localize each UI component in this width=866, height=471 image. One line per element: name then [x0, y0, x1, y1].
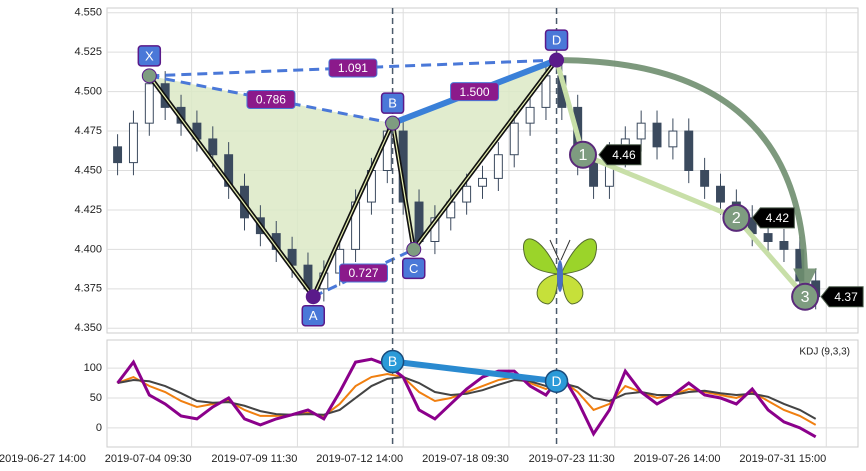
target-point: [722, 203, 751, 232]
ratio-line: [149, 74, 393, 125]
kdj-marker: [380, 349, 405, 374]
candle-body: [144, 83, 154, 124]
point-box: [544, 29, 569, 51]
kdj-line: [116, 357, 817, 439]
target-point: [791, 282, 820, 311]
candle-body: [525, 106, 535, 124]
pattern-point: [385, 115, 401, 131]
target-label: 3: [801, 289, 810, 306]
target-value: 4.46: [612, 148, 636, 162]
candle-body: [716, 185, 725, 203]
x-tick-label: 2019-07-09 11:30: [211, 453, 297, 465]
kdj-marker-line: [392, 358, 557, 385]
pattern-point: [406, 241, 422, 257]
candle-body: [684, 130, 694, 172]
target-value-box: [820, 286, 864, 308]
point-box: [301, 304, 326, 327]
candle-body: [652, 122, 662, 148]
butterfly-icon: [522, 238, 598, 305]
pattern-point: [305, 289, 321, 305]
ratio-box: [328, 58, 378, 78]
x-tick-label: 2019-07-26 14:00: [634, 453, 721, 465]
ratio-box: [339, 263, 389, 283]
candle-body: [763, 233, 773, 242]
pattern-point: [549, 52, 565, 68]
kdj-marker-label: D: [551, 373, 561, 389]
y-tick-label: 4.550: [74, 7, 102, 19]
y-tick-label: 4.525: [74, 46, 102, 58]
pattern-leg-inner: [148, 75, 314, 298]
y-tick-label: 0: [96, 422, 102, 434]
y-tick-label: 4.425: [74, 204, 102, 216]
point-label: X: [145, 48, 154, 63]
pattern-leg-inner: [391, 123, 415, 250]
y-tick-label: 4.450: [74, 164, 102, 176]
x-tick-label: 2019-07-18 09:30: [422, 453, 509, 465]
y-tick-label: 50: [90, 392, 102, 404]
target-value-box: [751, 207, 795, 229]
target-value: 4.42: [766, 211, 790, 225]
target-arc: [556, 57, 818, 293]
x-tick-label: 2019-06-27 14:00: [0, 453, 86, 465]
y-tick-label: 4.475: [74, 125, 102, 137]
ratio-line: [149, 58, 557, 78]
pattern-point: [141, 68, 157, 84]
ratio-label: 0.786: [256, 93, 286, 107]
y-tick-label: 4.350: [74, 322, 102, 334]
x-tick-label: 2019-07-23 11:30: [529, 453, 615, 465]
point-box: [137, 45, 162, 67]
candle-body: [668, 130, 678, 148]
x-tick-label: 2019-07-04 09:30: [105, 453, 192, 465]
y-tick-label: 100: [84, 362, 102, 374]
kdj-marker: [544, 369, 569, 393]
point-label: B: [388, 96, 397, 111]
kdj-marker-label: B: [388, 353, 397, 369]
pattern-leg-inner: [312, 122, 394, 297]
point-label: C: [409, 261, 418, 276]
target-label: 2: [732, 210, 741, 227]
candle-body: [636, 122, 646, 140]
y-tick-label: 4.400: [74, 243, 102, 255]
candle-body: [208, 138, 218, 156]
x-tick-label: 2019-07-31 15:00: [739, 453, 826, 465]
pattern-area: [392, 60, 557, 250]
pattern-area: [149, 75, 393, 297]
candle-body: [113, 146, 123, 164]
ratio-label: 1.500: [460, 85, 490, 99]
ratio-label: 1.091: [338, 61, 368, 75]
x-tick-label: 2019-07-12 14:00: [316, 453, 403, 465]
point-label: A: [309, 308, 318, 323]
candle-body: [493, 154, 503, 179]
point-label: D: [552, 33, 561, 48]
ratio-box: [450, 82, 500, 102]
ratio-box: [246, 90, 296, 110]
target-label: 1: [579, 147, 588, 164]
target-point: [568, 140, 597, 169]
target-value: 4.37: [834, 290, 858, 304]
y-tick-label: 4.500: [74, 86, 102, 98]
candle-body: [509, 122, 519, 156]
candle-body: [700, 170, 710, 187]
kdj-line: [117, 373, 817, 426]
candle-body: [478, 177, 487, 187]
point-box: [401, 257, 426, 280]
point-box: [380, 92, 405, 114]
candle-body: [462, 185, 472, 203]
ratio-label: 0.727: [348, 266, 378, 280]
target-value-box: [598, 144, 642, 166]
pattern-leg-inner: [413, 59, 558, 250]
target-path: [554, 59, 807, 299]
kdj-panel: [106, 339, 859, 448]
candle-body: [128, 122, 138, 164]
candle-body: [779, 240, 789, 250]
kdj-title: KDJ (9,3,3): [799, 347, 850, 358]
y-tick-label: 4.375: [74, 283, 102, 295]
